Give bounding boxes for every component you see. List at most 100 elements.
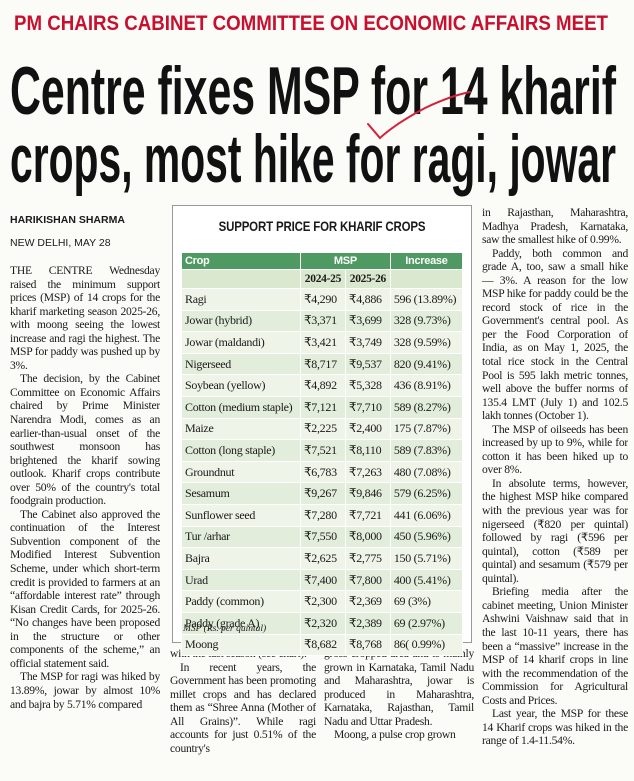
table-row: Maize ₹2,225 ₹2,400 175 (7.87%) (181, 417, 464, 441)
table-box: SUPPORT PRICE FOR KHARIF CROPS Crop MSP … (172, 205, 472, 657)
crop-cell: Ragi (181, 288, 301, 311)
value-cell: ₹3,699 (344, 309, 391, 333)
crop-cell: Cotton (long staple) (181, 439, 301, 462)
subheader-year: 2024-25 (299, 269, 346, 289)
value-cell: 436 (8.91%) (389, 374, 464, 397)
value-cell: ₹4,290 (299, 288, 346, 311)
kicker: PM CHAIRS CABINET COMMITTEE ON ECONOMIC … (14, 12, 608, 35)
table-note: MSP (Rs. per quintal) (183, 624, 267, 634)
value-cell: 450 (5.96%) (389, 525, 464, 549)
paragraph: gross cropped area and is mainly grown i… (324, 647, 474, 728)
paragraph: The decision, by the Cabinet Committee o… (10, 372, 160, 508)
value-cell: ₹9,267 (299, 482, 346, 505)
article-column: THE CENTRE Wednesday raised the minimum … (10, 264, 160, 781)
value-cell: 86( 0.99%) (389, 633, 464, 657)
crop-cell: Cotton (medium staple) (181, 395, 301, 419)
paragraph: In recent years, the Government has been… (170, 660, 316, 755)
value-cell: ₹4,886 (344, 288, 391, 311)
value-cell: ₹2,369 (344, 590, 391, 613)
value-cell: 589 (8.27%) (389, 395, 464, 419)
article-column: gross cropped area and is mainly grown i… (324, 647, 474, 781)
paragraph: The Cabinet also approved the continuati… (10, 507, 160, 670)
value-cell: ₹3,371 (299, 309, 346, 333)
table-row: Paddy (common) ₹2,300 ₹2,369 69 (3%) (181, 590, 464, 613)
value-cell: ₹2,775 (344, 547, 391, 570)
value-cell: ₹7,521 (299, 439, 346, 462)
byline-dateline: NEW DELHI, MAY 28 (10, 237, 111, 249)
value-cell: ₹8,682 (299, 633, 346, 657)
table-row: Tur /arhar ₹7,550 ₹8,000 450 (5.96%) (181, 525, 464, 549)
value-cell: 579 (6.25%) (389, 482, 464, 505)
subheader-blank (181, 269, 301, 289)
header-crop: Crop (181, 252, 301, 270)
value-cell: ₹2,389 (344, 611, 391, 635)
byline-author: HARIKISHAN SHARMA (10, 214, 125, 226)
crop-cell: Groundnut (181, 460, 301, 484)
value-cell: 150 (5.71%) (389, 547, 464, 570)
value-cell: ₹2,300 (299, 590, 346, 613)
value-cell: ₹7,280 (299, 503, 346, 527)
article-column: with the last season (see chart).In rece… (170, 647, 316, 781)
value-cell: 820 (9.41%) (389, 352, 464, 376)
table-row: Jowar (maldandi) ₹3,421 ₹3,749 328 (9.59%) (181, 331, 464, 354)
crop-cell: Soybean (yellow) (181, 374, 301, 397)
value-cell: ₹3,749 (344, 331, 391, 354)
paragraph: Last year, the MSP for these 14 Kharif c… (482, 707, 628, 748)
crop-cell: Paddy (common) (181, 590, 301, 613)
value-cell: 441 (6.06%) (389, 503, 464, 527)
value-cell: 589 (7.83%) (389, 439, 464, 462)
value-cell: ₹9,537 (344, 352, 391, 376)
paragraph: In absolute terms, however, the highest … (482, 476, 628, 585)
crop-cell: Jowar (hybrid) (181, 309, 301, 333)
table-row: Groundnut ₹6,783 ₹7,263 480 (7.08%) (181, 460, 464, 484)
value-cell: ₹7,400 (299, 568, 346, 592)
value-cell: ₹8,717 (299, 352, 346, 376)
crop-cell: Bajra (181, 547, 301, 570)
value-cell: ₹2,320 (299, 611, 346, 635)
subheader-year: 2025-26 (344, 269, 391, 289)
value-cell: 480 (7.08%) (389, 460, 464, 484)
value-cell: ₹8,768 (344, 633, 391, 657)
header-msp: MSP (299, 252, 391, 270)
crop-cell: Sunflower seed (181, 503, 301, 527)
value-cell: ₹3,421 (299, 331, 346, 354)
value-cell: ₹7,263 (344, 460, 391, 484)
value-cell: ₹7,710 (344, 395, 391, 419)
subheader-blank (389, 269, 464, 289)
paragraph: The MSP for ragi was hiked by 13.89%, jo… (10, 670, 160, 711)
value-cell: 328 (9.59%) (389, 331, 464, 354)
table-row: Jowar (hybrid) ₹3,371 ₹3,699 328 (9.73%) (181, 309, 464, 333)
paragraph: THE CENTRE Wednesday raised the minimum … (10, 264, 160, 372)
table-row: Moong ₹8,682 ₹8,768 86( 0.99%) (181, 633, 464, 657)
table-row: Urad ₹7,400 ₹7,800 400 (5.41%) (181, 568, 464, 592)
paragraph: Briefing media after the cabinet meeting… (482, 585, 628, 707)
crop-cell: Tur /arhar (181, 525, 301, 549)
crop-cell: Urad (181, 568, 301, 592)
value-cell: ₹7,721 (344, 503, 391, 527)
value-cell: ₹2,400 (344, 417, 391, 441)
headline-line: Centre fixes MSP for 14 kharif (10, 53, 616, 129)
value-cell: 175 (7.87%) (389, 417, 464, 441)
paragraph: Moong, a pulse crop grown (334, 728, 456, 742)
headline-line: crops, most hike for ragi, jowar (10, 121, 616, 197)
pen-mark (367, 91, 471, 140)
value-cell: 400 (5.41%) (389, 568, 464, 592)
table-row: Bajra ₹2,625 ₹2,775 150 (5.71%) (181, 547, 464, 570)
crop-cell: Moong (181, 633, 301, 657)
value-cell: ₹5,328 (344, 374, 391, 397)
article-column: in Rajasthan, Maharashtra, Madhya Prades… (482, 206, 628, 781)
table-title: SUPPORT PRICE FOR KHARIF CROPS (218, 218, 426, 234)
value-cell: 596 (13.89%) (389, 288, 464, 311)
crop-cell: Maize (181, 417, 301, 441)
value-cell: ₹7,121 (299, 395, 346, 419)
table-row: Cotton (medium staple) ₹7,121 ₹7,710 589 (8… (181, 395, 464, 419)
table-row: Soybean (yellow) ₹4,892 ₹5,328 436 (8.91%) (181, 374, 464, 397)
value-cell: ₹7,550 (299, 525, 346, 549)
crop-cell: Nigerseed (181, 352, 301, 376)
crop-cell: Sesamum (181, 482, 301, 505)
value-cell: ₹2,625 (299, 547, 346, 570)
table-row: Sunflower seed ₹7,280 ₹7,721 441 (6.06%) (181, 503, 464, 527)
table-row: Ragi ₹4,290 ₹4,886 596 (13.89%) (181, 288, 464, 311)
table-row: Sesamum ₹9,267 ₹9,846 579 (6.25%) (181, 482, 464, 505)
